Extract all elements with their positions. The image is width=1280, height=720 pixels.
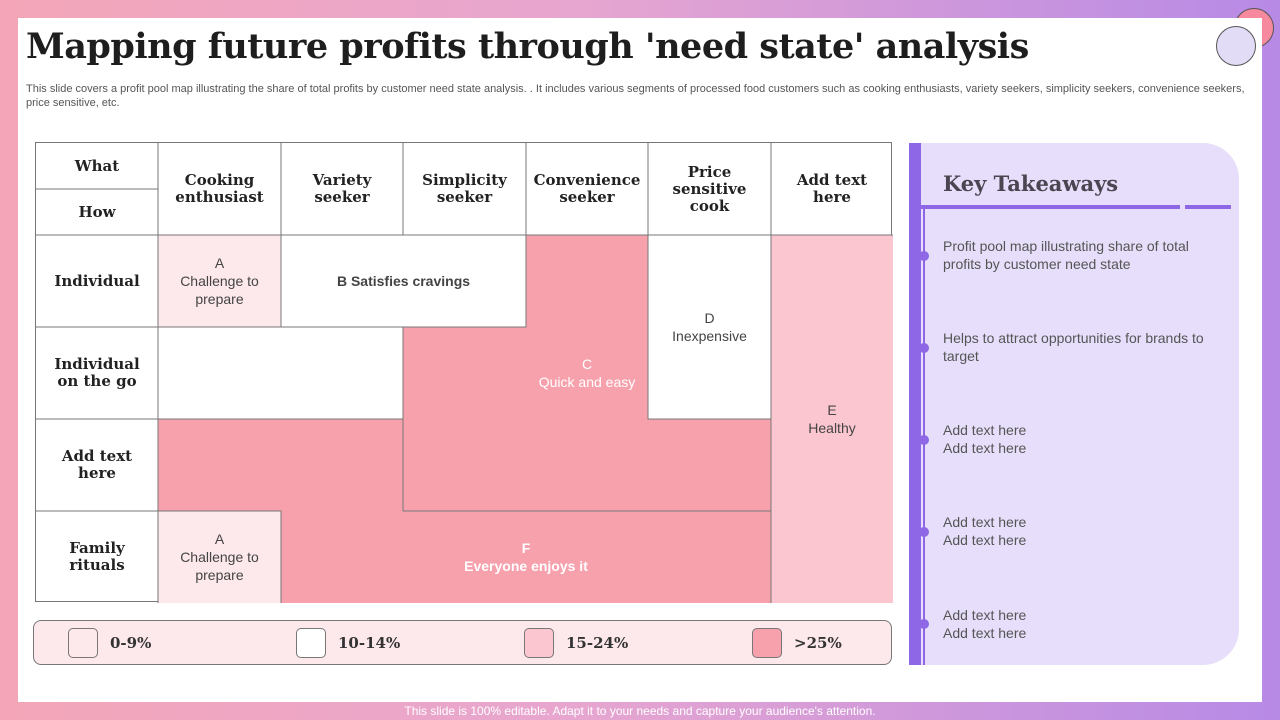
legend-swatch (524, 628, 554, 658)
page-description: This slide covers a profit pool map illu… (26, 83, 1245, 109)
takeaway-bullet-dot (919, 251, 929, 261)
takeaway-item: Helps to attract opportunities for brand… (943, 329, 1225, 365)
takeaway-bullet-dot (919, 435, 929, 445)
takeaway-text: Add text here (943, 440, 1027, 456)
region-a-top-fill (158, 235, 281, 327)
region-letter: E (827, 402, 837, 418)
takeaway-item: Add text here Add text here (943, 606, 1225, 642)
row-header-family-rituals: Family rituals (69, 539, 125, 574)
row-header-individual: Individual (54, 271, 140, 290)
region-text: Quick and easy (538, 374, 636, 390)
region-shapes (36, 143, 893, 603)
legend-item: 0-9% (68, 627, 151, 659)
region-f-label: F Everyone enjoys it (281, 511, 771, 603)
page-title: Mapping future profits through 'need sta… (26, 26, 1029, 67)
region-text: Healthy (808, 420, 856, 436)
legend-swatch (296, 628, 326, 658)
header-what: What (74, 156, 120, 175)
legend-label: 15-24% (566, 634, 629, 652)
region-text: Satisfies cravings (350, 273, 471, 289)
region-text: Everyone enjoys it (464, 558, 588, 574)
region-e-fill (771, 235, 893, 603)
column-header-price-sensitive-cook: Price sensitive cook (672, 162, 747, 215)
takeaway-text: Profit pool map illustrating share of to… (943, 238, 1189, 272)
region-text: Challenge to prepare (180, 549, 259, 583)
region-b-label: B Satisfies cravings (281, 235, 526, 327)
panel-title-underline-short (1185, 205, 1231, 209)
region-letter: B (336, 273, 348, 289)
takeaway-text: Add text here (943, 514, 1027, 530)
takeaway-item: Add text here Add text here (943, 513, 1225, 549)
profit-pool-map: What How Cooking enthusiast Variety seek… (35, 142, 893, 603)
takeaway-bullet-dot (919, 527, 929, 537)
region-a-bottom-label: A Challenge to prepare (158, 511, 281, 603)
key-takeaways-panel: Key Takeaways Profit pool map illustrati… (909, 143, 1239, 665)
panel-title: Key Takeaways (943, 171, 1119, 196)
takeaway-text: Helps to attract opportunities for brand… (943, 330, 1204, 364)
legend-label: 0-9% (110, 634, 152, 652)
takeaway-text: Add text here (943, 625, 1027, 641)
takeaway-bullet-dot (919, 619, 929, 629)
region-c-fill (403, 235, 771, 511)
column-header-add-text: Add text here (796, 171, 868, 206)
takeaway-item: Profit pool map illustrating share of to… (943, 237, 1225, 273)
takeaway-bullet-dot (919, 343, 929, 353)
region-a-top-label: A Challenge to prepare (158, 235, 281, 327)
region-d-label: D Inexpensive (648, 235, 771, 419)
column-header-convenience-seeker: Convenience seeker (533, 171, 641, 206)
region-a-bottom-fill (158, 511, 281, 603)
legend-swatch (752, 628, 782, 658)
region-letter: A (214, 531, 225, 547)
region-e-label: E Healthy (771, 235, 893, 603)
column-header-simplicity-seeker: Simplicity seeker (422, 171, 507, 206)
takeaway-text: Add text here (943, 607, 1027, 623)
legend-label: >25% (794, 634, 842, 652)
panel-accent-bar (909, 143, 921, 665)
panel-title-underline (921, 205, 1180, 209)
decorative-circle-lavender (1216, 26, 1256, 66)
legend-item: 10-14% (296, 627, 400, 659)
legend-label: 10-14% (338, 634, 401, 652)
region-letter: F (521, 540, 531, 556)
column-header-variety-seeker: Variety seeker (312, 171, 372, 206)
panel-background (909, 143, 1239, 665)
header-how: How (78, 202, 116, 221)
region-letter: A (214, 255, 225, 271)
takeaway-item: Add text here Add text here (943, 421, 1225, 457)
takeaway-text: Add text here (943, 532, 1027, 548)
region-letter: D (704, 310, 715, 326)
region-c-label: C Quick and easy (526, 327, 648, 419)
column-header-cooking-enthusiast: Cooking enthusiast (175, 171, 264, 206)
legend-item: 15-24% (524, 627, 628, 659)
region-text: Challenge to prepare (180, 273, 259, 307)
legend-swatch (68, 628, 98, 658)
row-header-individual-on-the-go: Individual on the go (54, 355, 140, 390)
legend: 0-9% 10-14% 15-24% >25% (33, 620, 892, 665)
region-letter: C (581, 356, 593, 372)
legend-item: >25% (752, 627, 842, 659)
row-header-add-text: Add text here (61, 447, 133, 482)
takeaway-text: Add text here (943, 422, 1027, 438)
region-text: Inexpensive (672, 328, 747, 344)
footer-note: This slide is 100% editable. Adapt it to… (404, 704, 876, 718)
